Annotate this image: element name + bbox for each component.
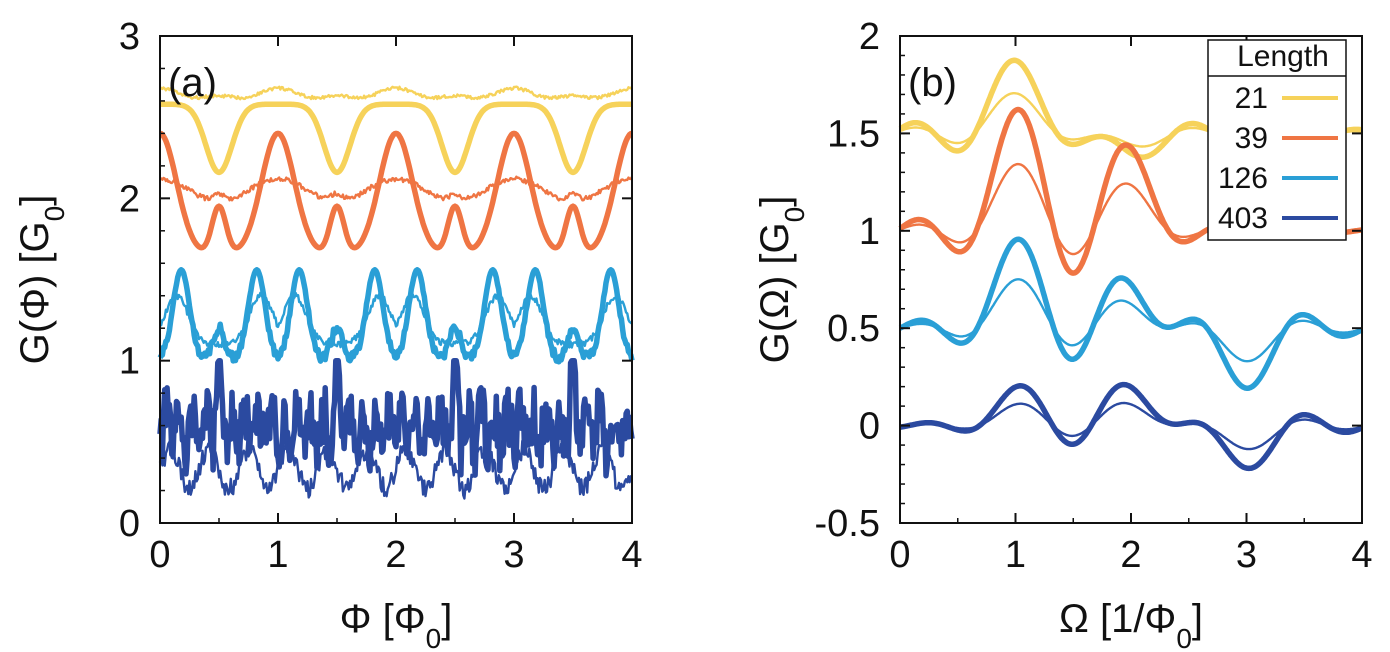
panel-a-series-line-39-thick (158, 130, 634, 251)
a-x-tick-label: 1 (267, 534, 288, 576)
panel-b-x-axis-label: Ω [1/Φ0] (1059, 597, 1203, 652)
a-y-tick-label: 0 (119, 503, 140, 545)
panel-a-x-axis-label-main: Φ [Φ (340, 597, 426, 641)
legend-entry-label: 403 (1218, 202, 1268, 235)
panel-b-series-line-126-thin (899, 278, 1363, 363)
panel-a-series-line-21-thick (158, 101, 634, 176)
panel-a-series-line-126-thin (159, 291, 633, 349)
panel-b-y-axis-label: G(Ω) [G0] (753, 196, 810, 364)
b-y-tick-label: -0.5 (815, 503, 880, 545)
b-y-tick-label: 2 (859, 16, 880, 58)
b-y-tick-label: 1 (859, 211, 880, 253)
b-x-tick-label: 4 (1351, 534, 1372, 576)
panel-b-label: (b) (908, 61, 957, 105)
a-y-tick-label: 2 (119, 178, 140, 220)
panel-a-y-axis-label: G(Φ) [G0] (13, 195, 70, 365)
panel-a-series-line-21-thin (159, 85, 633, 101)
legend: Length 21 39 126 403 (1207, 39, 1347, 241)
panel-a-y-axis-label-main: G(Φ) [G (13, 221, 57, 364)
panel-a-series (157, 85, 635, 500)
panel-b: 0 1 2 3 4-0.500.511.52 (b) Ω [1/Φ0] G(Ω) [G0… (753, 16, 1373, 652)
panel-a-y-axis-label-end: ] (13, 195, 57, 206)
panel-b-x-axis-label-end: ] (1192, 597, 1203, 641)
b-y-tick-label: 0 (859, 406, 880, 448)
panel-b-x-axis-label-sub: 0 (1176, 623, 1192, 652)
b-x-tick-label: 1 (1005, 534, 1026, 576)
panel-a-series-line-39-thin (159, 175, 634, 202)
a-y-tick-label: 3 (119, 16, 140, 58)
panel-a-x-axis-label: Φ [Φ0] (340, 597, 453, 652)
legend-entry-label: 126 (1218, 162, 1268, 195)
panel-b-ticks: 0 1 2 3 4-0.500.511.52 (815, 16, 1373, 576)
b-x-tick-label: 3 (1236, 534, 1257, 576)
panel-a-series-line-126-thick (157, 267, 635, 365)
a-x-tick-label: 0 (149, 534, 170, 576)
a-x-tick-label: 4 (621, 534, 642, 576)
panel-b-y-axis-label-sub: 0 (779, 207, 810, 223)
panel-a-x-axis-label-end: ] (441, 597, 452, 641)
a-y-tick-label: 1 (119, 341, 140, 383)
panel-b-series-line-403-thick (898, 381, 1364, 472)
panel-a-x-axis-label-sub: 0 (426, 623, 442, 652)
panel-b-series-line-403-thin (900, 401, 1363, 451)
panel-a-label: (a) (168, 61, 217, 105)
panel-a-ticks: 0 1 2 3 4 0 1 2 3 (119, 16, 643, 576)
panel-a-y-axis-label-sub: 0 (39, 206, 70, 222)
panel-b-y-axis-label-main: G(Ω) [G (753, 222, 797, 363)
panel-b-x-axis-label-main: Ω [1/Φ (1059, 597, 1176, 641)
panel-a-series-line-403-thin (158, 439, 634, 500)
b-y-tick-label: 1.5 (827, 113, 880, 155)
a-x-tick-label: 3 (503, 534, 524, 576)
legend-title: Length (1237, 40, 1329, 73)
a-x-tick-label: 2 (385, 534, 406, 576)
panel-a-series-line-403-thick (157, 357, 635, 479)
b-y-tick-label: 0.5 (827, 308, 880, 350)
b-x-tick-label: 2 (1120, 534, 1141, 576)
legend-entry-label: 39 (1235, 122, 1268, 155)
panel-b-series-line-126-thick (898, 236, 1364, 391)
legend-entry-label: 21 (1235, 82, 1268, 115)
b-x-tick-label: 0 (889, 534, 910, 576)
panel-b-y-axis-label-end: ] (753, 196, 797, 207)
